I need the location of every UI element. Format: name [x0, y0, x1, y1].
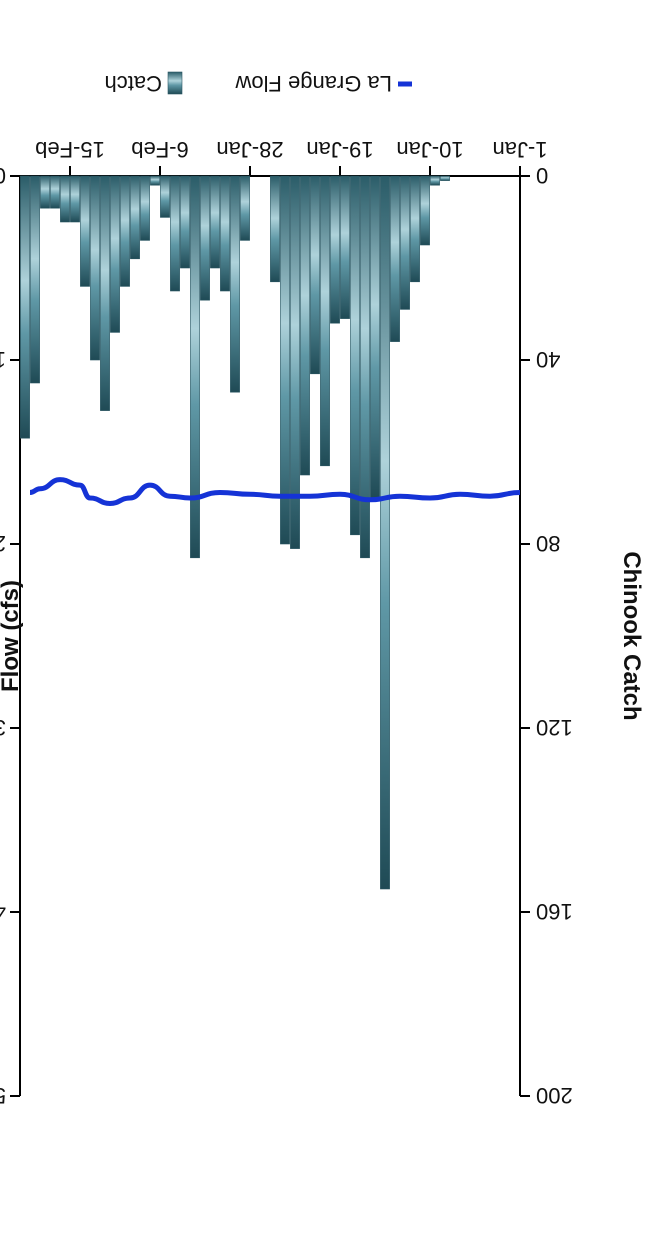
- left-tick-label-80: 80: [536, 531, 560, 556]
- tick-labels: 1-Jan 10-Jan 19-Jan 28-Jan 6-Feb 15-Feb 0 40 80 1…: [0, 137, 645, 1108]
- left-tick-label-40: 40: [536, 347, 560, 372]
- catch-bar-15-Feb: [60, 175, 70, 223]
- left-tick-label-200: 200: [536, 1083, 573, 1108]
- catch-bar-11-Jan: [410, 175, 420, 283]
- catch-bar-15-Jan: [370, 175, 380, 499]
- catch-bar-16-Feb: [50, 175, 60, 209]
- catch-bar-6-Feb: [150, 175, 160, 186]
- legend-flow-label: La Grange Flow: [235, 71, 392, 96]
- catch-bar-17-Feb: [40, 175, 50, 209]
- catch-bar-1-Feb: [200, 175, 210, 301]
- legend-catch-label: Catch: [105, 71, 162, 96]
- catch-bar-8-Feb: [130, 175, 140, 260]
- catch-bar-3-Feb: [180, 175, 190, 269]
- catch-bar-4-Feb: [170, 175, 180, 292]
- right-tick-label-500: 500: [0, 1083, 6, 1108]
- catch-bar-12-Feb: [90, 175, 100, 361]
- catch-bar-13-Feb: [80, 175, 90, 287]
- left-tick-label-160: 160: [536, 899, 573, 924]
- catch-bar-29-Jan: [230, 175, 240, 393]
- left-tick-label-0: 0: [536, 163, 548, 188]
- catch-bar-18-Feb: [30, 175, 40, 384]
- catch-bar-28-Jan: [240, 175, 250, 241]
- x-tick-label-6-Feb: 6-Feb: [131, 137, 188, 162]
- catch-bar-9-Feb: [120, 175, 130, 287]
- flow-line-layer: [29, 477, 521, 506]
- catch-bar-21-Jan: [310, 175, 320, 375]
- right-tick-label-0: 0: [0, 163, 6, 188]
- catch-bar-18-Jan: [340, 175, 350, 319]
- catch-bar-22-Jan: [300, 175, 310, 476]
- catch-bar-5-Feb: [160, 175, 170, 218]
- catch-bar-11-Feb: [100, 175, 110, 411]
- right-tick-label-300: 300: [0, 715, 6, 740]
- catch-bar-16-Jan: [360, 175, 370, 559]
- catch-bar-17-Jan: [350, 175, 360, 536]
- left-tick-label-120: 120: [536, 715, 573, 740]
- right-tick-label-200: 200: [0, 531, 6, 556]
- catch-bar-10-Jan: [420, 175, 430, 246]
- x-tick-label-15-Feb: 15-Feb: [35, 137, 105, 162]
- catch-bar-25-Jan: [270, 175, 280, 283]
- catch-bar-13-Jan: [390, 175, 400, 342]
- catch-bar-24-Jan: [280, 175, 290, 545]
- catch-bar-31-Jan: [210, 175, 220, 269]
- x-tick-label-1-Jan: 1-Jan: [492, 137, 547, 162]
- catch-bar-20-Jan: [320, 175, 330, 467]
- right-axis-title: Flow (cfs): [0, 580, 24, 692]
- x-tick-label-19-Jan: 19-Jan: [306, 137, 373, 162]
- x-tick-label-10-Jan: 10-Jan: [396, 137, 463, 162]
- catch-bar-9-Jan: [430, 175, 440, 186]
- catch-bar-19-Jan: [330, 175, 340, 324]
- left-axis-title: Chinook Catch: [618, 551, 645, 720]
- catch-bar-8-Jan: [440, 175, 450, 181]
- catch-bar-23-Jan: [290, 175, 300, 549]
- plot-axes: [10, 166, 530, 1097]
- catch-bar-12-Jan: [400, 175, 410, 310]
- legend-catch-swatch: [167, 71, 183, 95]
- x-tick-label-28-Jan: 28-Jan: [216, 137, 283, 162]
- catch-bar-30-Jan: [220, 175, 230, 292]
- catch-bar-10-Feb: [110, 175, 120, 333]
- catch-bar-19-Feb: [20, 175, 30, 439]
- catch-bars: [20, 175, 450, 890]
- catch-bar-14-Jan: [380, 175, 390, 890]
- catch-bar-14-Feb: [70, 175, 80, 223]
- right-tick-label-400: 400: [0, 899, 6, 924]
- la-grange-flow-line: [29, 477, 521, 506]
- legend: Catch La Grange Flow: [105, 71, 412, 96]
- catch-bar-2-Feb: [190, 175, 200, 559]
- right-tick-label-100: 100: [0, 347, 6, 372]
- catch-bar-7-Feb: [140, 175, 150, 241]
